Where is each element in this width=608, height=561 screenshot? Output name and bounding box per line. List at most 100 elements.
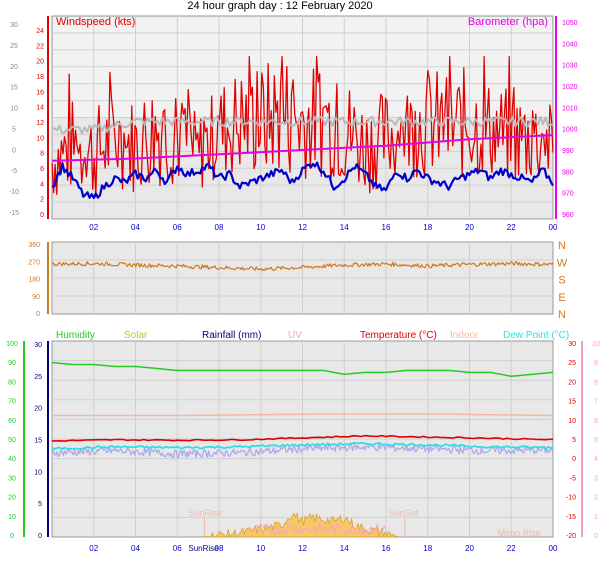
- x-tick: 12: [298, 223, 307, 232]
- series-temperature: [52, 434, 553, 443]
- sunrise-axis-label: SunRise: [188, 544, 219, 553]
- temp-tick: 25: [568, 360, 576, 367]
- series-gust-grey: [51, 115, 554, 135]
- series-barometer: [51, 134, 554, 162]
- humidity-tick: 80: [8, 379, 16, 386]
- compass-tick: N: [558, 240, 566, 252]
- wind-tick: 6: [40, 166, 44, 173]
- rain-tick: 30: [34, 342, 42, 349]
- x-tick: 18: [423, 544, 432, 553]
- wind-axis-label: Windspeed (kts): [56, 16, 135, 28]
- rain-tick: 5: [38, 501, 42, 508]
- uv-tick: 4: [594, 456, 598, 463]
- dir-tick: 0: [36, 311, 40, 318]
- dir-tick: 270: [28, 259, 40, 266]
- outer-left-tick: 25: [10, 43, 18, 50]
- legend-item: Humidity: [56, 330, 95, 341]
- uv-tick: 0: [594, 533, 598, 540]
- rain-tick: 25: [34, 374, 42, 381]
- temp-tick: -15: [566, 514, 576, 521]
- legend-item: Solar: [124, 330, 148, 341]
- chart-title: 24 hour graph day : 12 February 2020: [187, 0, 373, 12]
- baro-tick: 990: [562, 148, 574, 155]
- sunset-label: SunSet: [389, 508, 419, 518]
- baro-tick: 1010: [562, 105, 578, 112]
- moonrise-label: Moon Rise: [498, 528, 541, 538]
- temp-tick: -5: [570, 475, 576, 482]
- x-tick: 04: [131, 223, 140, 232]
- uv-tick: 6: [594, 418, 598, 425]
- x-tick: 00: [549, 223, 558, 232]
- humidity-tick: 50: [8, 437, 16, 444]
- humidity-tick: 30: [8, 475, 16, 482]
- rain-tick: 15: [34, 438, 42, 445]
- x-tick: 16: [382, 544, 391, 553]
- temp-tick: 30: [568, 341, 576, 348]
- x-tick: 10: [256, 544, 265, 553]
- outer-left-tick: -10: [9, 189, 19, 196]
- uv-tick: 7: [594, 399, 598, 406]
- humidity-tick: 10: [8, 514, 16, 521]
- x-tick: 04: [131, 544, 140, 553]
- baro-tick: 1020: [562, 84, 578, 91]
- temp-tick: 5: [572, 437, 576, 444]
- wind-tick: 16: [36, 89, 44, 96]
- uv-tick: 8: [594, 379, 598, 386]
- x-tick: 22: [507, 223, 516, 232]
- x-tick: 06: [173, 223, 182, 232]
- series-indoor: [52, 413, 554, 417]
- humidity-tick: 60: [8, 418, 16, 425]
- sunrise-label: SunRise: [188, 508, 222, 518]
- temp-tick: -20: [566, 533, 576, 540]
- outer-left-tick: 0: [12, 147, 16, 154]
- wind-tick: 2: [40, 197, 44, 204]
- x-tick: 00: [549, 544, 558, 553]
- uv-tick: 3: [594, 475, 598, 482]
- temp-tick: 20: [568, 379, 576, 386]
- baro-tick: 1000: [562, 127, 578, 134]
- baro-axis-label: Barometer (hpa): [468, 16, 548, 28]
- humidity-tick: 20: [8, 495, 16, 502]
- wind-tick: 24: [36, 28, 44, 35]
- temp-tick: 10: [568, 418, 576, 425]
- baro-tick: 960: [562, 212, 574, 219]
- wind-tick: 18: [36, 74, 44, 81]
- x-tick: 18: [423, 223, 432, 232]
- temp-tick: -10: [566, 495, 576, 502]
- compass-tick: S: [558, 275, 565, 287]
- series-windspeed: [51, 55, 554, 198]
- x-tick: 08: [215, 223, 224, 232]
- wind-tick: 10: [36, 135, 44, 142]
- temp-tick: 0: [572, 456, 576, 463]
- humidity-tick: 90: [8, 360, 16, 367]
- wind-tick: 0: [40, 212, 44, 219]
- humidity-tick: 40: [8, 456, 16, 463]
- x-tick: 20: [465, 223, 474, 232]
- dir-tick: 180: [28, 277, 40, 284]
- uv-tick: 9: [594, 360, 598, 367]
- rain-tick: 20: [34, 406, 42, 413]
- x-tick: 10: [256, 223, 265, 232]
- humidity-tick: 70: [8, 399, 16, 406]
- compass-tick: W: [557, 257, 568, 269]
- outer-left-tick: -5: [11, 168, 17, 175]
- rain-tick: 0: [38, 533, 42, 540]
- x-tick: 12: [298, 544, 307, 553]
- outer-left-tick: 5: [12, 126, 16, 133]
- legend-item: Rainfall (mm): [202, 330, 261, 341]
- series-avg-wind: [52, 161, 554, 200]
- wind-tick: 12: [36, 120, 44, 127]
- legend-item: Temperature (°C): [360, 330, 437, 341]
- x-tick: 20: [465, 544, 474, 553]
- temp-tick: 15: [568, 399, 576, 406]
- humidity-tick: 0: [10, 533, 14, 540]
- outer-left-tick: 15: [10, 85, 18, 92]
- legend-item: Indoor: [450, 330, 479, 341]
- baro-tick: 1050: [562, 20, 578, 27]
- legend-item: UV: [288, 330, 302, 341]
- compass-tick: N: [558, 309, 566, 321]
- outer-left-tick: 20: [10, 64, 18, 71]
- baro-tick: 1030: [562, 63, 578, 70]
- legend-item: Dew Point (°C): [503, 330, 569, 341]
